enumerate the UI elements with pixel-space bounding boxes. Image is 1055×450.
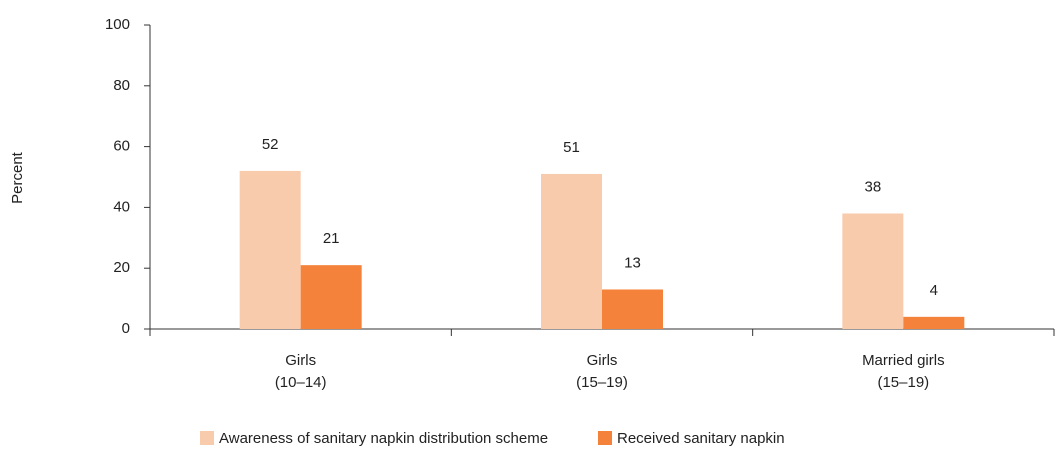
bar xyxy=(300,265,362,329)
value-label: 51 xyxy=(563,139,580,156)
y-tick-label: 0 xyxy=(122,320,130,337)
bar xyxy=(903,316,965,329)
x-tick-label: (15–19) xyxy=(576,374,628,391)
legend-label: Received sanitary napkin xyxy=(617,430,785,447)
y-tick-label: 60 xyxy=(113,138,130,155)
bar xyxy=(602,289,663,329)
x-tick-label: Girls xyxy=(285,352,316,369)
bar xyxy=(239,170,301,329)
bar xyxy=(541,173,602,329)
bar xyxy=(842,213,904,329)
value-label: 13 xyxy=(624,254,641,271)
value-label: 4 xyxy=(930,282,938,299)
value-label: 21 xyxy=(323,230,340,247)
y-tick-label: 40 xyxy=(113,198,130,215)
y-tick-label: 20 xyxy=(113,259,130,276)
legend-swatch xyxy=(200,431,214,445)
x-tick-label: (15–19) xyxy=(877,374,929,391)
x-tick-label: Girls xyxy=(587,352,618,369)
legend-swatch xyxy=(598,431,612,445)
value-label: 52 xyxy=(262,136,279,153)
y-axis-label: Percent xyxy=(9,151,26,204)
value-label: 38 xyxy=(864,178,881,195)
x-tick-label: (10–14) xyxy=(275,374,327,391)
y-tick-label: 100 xyxy=(105,16,130,33)
legend-label: Awareness of sanitary napkin distributio… xyxy=(219,430,548,447)
x-tick-label: Married girls xyxy=(862,352,945,369)
y-tick-label: 80 xyxy=(113,77,130,94)
